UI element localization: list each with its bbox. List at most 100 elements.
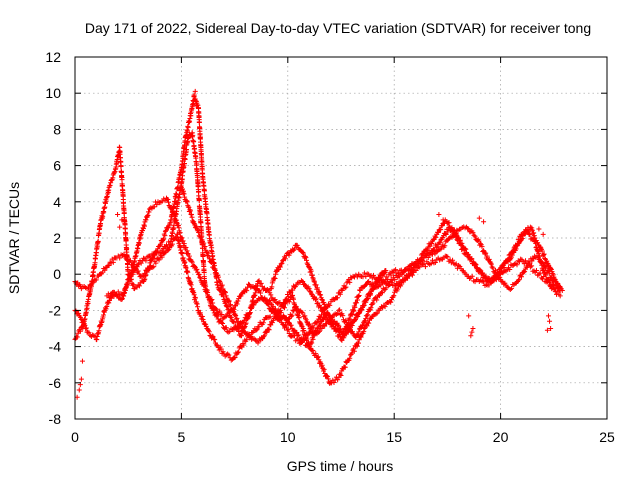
data-point <box>263 297 269 303</box>
data-point <box>395 286 401 292</box>
data-point <box>376 275 382 281</box>
data-point <box>529 225 535 231</box>
data-point <box>304 319 310 325</box>
data-point <box>352 304 358 310</box>
data-point <box>257 288 263 294</box>
data-point <box>219 312 225 318</box>
y-tick-label: 10 <box>45 85 61 101</box>
data-point <box>119 182 125 188</box>
x-tick-label: 20 <box>493 429 509 445</box>
data-point <box>307 329 313 335</box>
data-point <box>183 245 189 251</box>
data-point <box>318 304 324 310</box>
data-point <box>433 234 439 240</box>
data-point <box>353 314 359 320</box>
data-point <box>315 354 321 360</box>
data-point <box>522 268 528 274</box>
data-point <box>296 332 302 338</box>
outlier-point <box>548 326 554 331</box>
data-point <box>167 220 173 226</box>
chart-title: Day 171 of 2022, Sidereal Day-to-day VTE… <box>85 20 591 36</box>
data-point <box>125 279 131 285</box>
data-point <box>541 251 547 257</box>
data-point <box>196 230 202 236</box>
data-point <box>264 329 270 335</box>
outlier-point <box>547 318 553 324</box>
data-point <box>147 258 153 264</box>
data-point <box>473 265 479 271</box>
data-point <box>165 247 171 253</box>
data-point <box>293 330 299 336</box>
data-point <box>226 352 232 358</box>
data-point <box>460 246 466 252</box>
data-point <box>398 280 404 286</box>
data-point <box>170 208 176 214</box>
data-point <box>246 331 252 337</box>
data-point <box>161 236 167 242</box>
data-point <box>313 296 319 302</box>
data-point <box>124 282 130 288</box>
data-point <box>311 333 317 339</box>
data-point <box>180 238 186 244</box>
data-point <box>252 290 258 296</box>
data-point <box>316 328 322 334</box>
data-point <box>123 285 129 291</box>
data-point <box>473 261 479 267</box>
data-point <box>194 161 200 167</box>
data-point <box>494 274 500 280</box>
data-point <box>327 302 333 308</box>
data-point <box>264 301 270 307</box>
data-point <box>141 223 147 229</box>
data-point <box>86 330 92 336</box>
data-point <box>222 300 228 306</box>
data-point <box>150 264 156 270</box>
data-point <box>515 277 521 283</box>
data-point <box>212 267 218 273</box>
data-point <box>308 268 314 274</box>
data-point <box>331 380 337 386</box>
data-point <box>294 306 300 312</box>
data-point <box>106 262 112 268</box>
data-point <box>260 320 266 326</box>
data-point <box>234 325 240 331</box>
data-point <box>220 286 226 292</box>
data-point <box>488 260 494 266</box>
data-point <box>233 312 239 318</box>
data-point <box>537 270 543 276</box>
data-point <box>554 281 560 287</box>
data-point <box>368 292 374 298</box>
data-point <box>171 211 177 217</box>
data-point <box>349 322 355 328</box>
data-point <box>358 334 364 340</box>
data-point <box>276 266 282 272</box>
data-point <box>243 320 249 326</box>
data-point <box>127 273 133 279</box>
data-point <box>325 374 331 380</box>
data-point <box>223 325 229 331</box>
data-point <box>303 255 309 261</box>
data-point <box>321 366 327 372</box>
data-point <box>230 319 236 325</box>
data-point <box>121 251 127 257</box>
data-point <box>265 326 271 332</box>
data-point <box>334 295 340 301</box>
outlier-point <box>115 211 121 217</box>
data-point <box>334 327 340 333</box>
data-point <box>234 315 240 321</box>
data-point <box>542 256 548 262</box>
data-point <box>240 324 246 330</box>
data-point <box>421 261 427 267</box>
data-point <box>247 310 253 316</box>
data-point <box>260 334 266 340</box>
data-point <box>504 257 510 263</box>
data-point <box>442 243 448 249</box>
data-point <box>483 250 489 256</box>
data-point <box>169 241 175 247</box>
data-point <box>364 323 370 329</box>
data-point <box>446 220 452 226</box>
data-point <box>208 260 214 266</box>
data-point <box>201 282 207 288</box>
data-point <box>186 204 192 210</box>
data-point <box>185 204 191 210</box>
